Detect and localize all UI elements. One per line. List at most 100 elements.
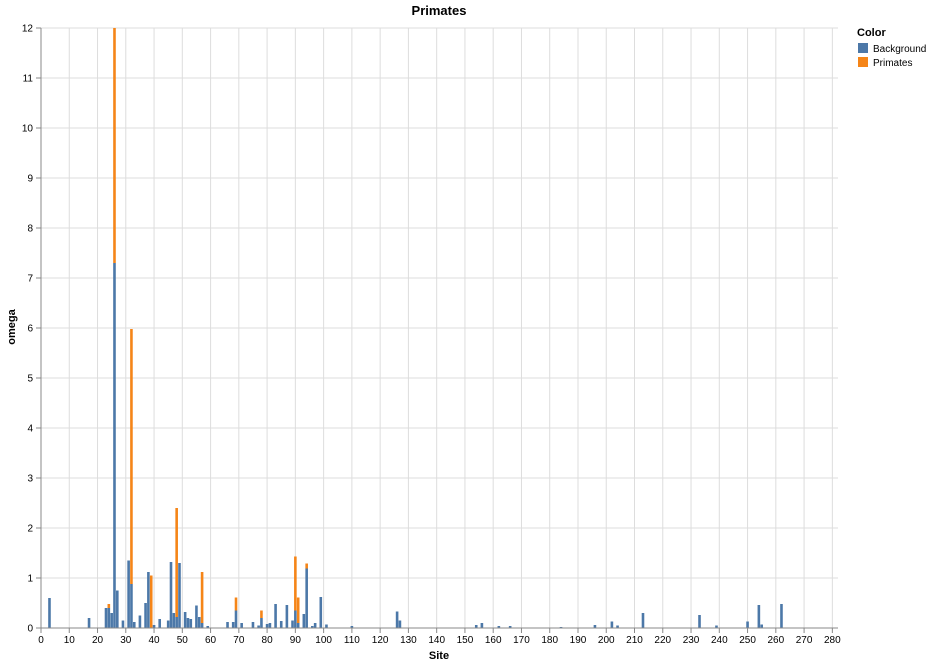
x-tick-label: 70	[233, 635, 245, 646]
bar-background	[48, 598, 51, 628]
bar-primates	[107, 604, 111, 608]
bar-background	[121, 620, 125, 628]
x-tick-label: 50	[177, 635, 189, 646]
x-tick-label: 100	[315, 635, 332, 646]
bar-background	[107, 608, 111, 628]
x-tick-label: 110	[344, 635, 360, 646]
x-tick-label: 140	[428, 635, 445, 646]
bar-background	[166, 620, 170, 628]
bar-background	[480, 623, 484, 628]
bar-background	[350, 626, 354, 628]
bar-background	[138, 615, 142, 628]
bar-background	[296, 623, 300, 628]
bar-background	[474, 625, 478, 628]
grid-lines	[40, 27, 838, 629]
bar-background	[268, 623, 272, 628]
x-tick-label: 90	[290, 635, 302, 646]
x-tick-label: 0	[38, 635, 44, 646]
bar-background	[616, 625, 619, 628]
legend-swatch-primates	[858, 57, 868, 67]
x-tick-label: 250	[739, 635, 756, 646]
bar-background	[497, 626, 501, 628]
y-axis-title: omega	[6, 308, 18, 344]
x-tick-label: 230	[683, 635, 700, 646]
bar-background	[152, 625, 156, 628]
bar-primates	[234, 597, 238, 611]
x-tick-label: 20	[92, 635, 104, 646]
bar-background	[746, 621, 749, 628]
x-axis-title: Site	[429, 650, 449, 662]
bar-background	[226, 622, 229, 628]
bar-background	[144, 603, 147, 628]
bar-background	[127, 560, 130, 628]
x-tick-label: 220	[654, 635, 671, 646]
legend-title: Color	[857, 27, 886, 39]
bar-background	[183, 612, 187, 628]
y-tick-label: 1	[27, 574, 33, 585]
x-tick-label: 30	[120, 635, 132, 646]
bar-primates	[113, 28, 116, 263]
bar-background	[313, 623, 317, 628]
bar-background	[251, 622, 255, 628]
y-tick-label: 12	[22, 24, 34, 35]
bar-background	[274, 604, 277, 628]
bar-background	[130, 584, 133, 628]
x-tick-label: 10	[64, 635, 76, 646]
bar-primates	[305, 563, 308, 569]
y-tick-label: 4	[27, 424, 33, 435]
bar-primates	[296, 597, 300, 623]
bar-background	[234, 610, 238, 628]
bar-background	[508, 626, 512, 628]
x-tick-label: 280	[824, 635, 841, 646]
y-tick-label: 9	[27, 174, 33, 185]
bar-background	[113, 263, 116, 628]
bar-background	[87, 618, 91, 628]
bar-background	[178, 563, 181, 628]
bar-background	[593, 625, 597, 628]
axes: 0 10 20 30 40 50 60 70 80 90 100 110 120 130 140 150 160…	[22, 24, 841, 647]
bar-background	[757, 605, 761, 628]
bar-background	[200, 623, 204, 628]
bar-primates	[294, 556, 297, 611]
bar-background	[189, 619, 193, 628]
y-tick-label: 8	[27, 224, 33, 235]
x-tick-label: 160	[485, 635, 502, 646]
legend-label-primates: Primates	[873, 58, 912, 69]
y-tick-label: 7	[27, 274, 33, 285]
bar-background	[172, 613, 176, 628]
bar-background	[104, 608, 108, 628]
y-tick-label: 5	[27, 374, 33, 385]
bar-background	[285, 605, 289, 628]
bar-background	[610, 621, 614, 628]
x-tick-label: 190	[570, 635, 587, 646]
bar-background	[325, 624, 328, 628]
y-tick-label: 10	[22, 124, 34, 135]
bar-background	[294, 610, 297, 628]
y-tick-label: 0	[27, 624, 33, 635]
bar-background	[395, 611, 399, 628]
bar-background	[240, 623, 243, 628]
bar-background	[265, 624, 269, 628]
x-tick-label: 260	[767, 635, 784, 646]
y-tick-label: 11	[23, 74, 34, 85]
bar-background	[169, 562, 173, 628]
bar-primates	[130, 329, 133, 584]
legend: Color Background Primates	[857, 27, 926, 69]
bar-background	[175, 617, 178, 628]
x-tick-label: 180	[541, 635, 558, 646]
bar-background	[147, 572, 150, 628]
x-tick-label: 150	[457, 635, 474, 646]
x-tick-label: 60	[205, 635, 217, 646]
bar-background	[132, 622, 136, 628]
y-tick-label: 3	[27, 474, 33, 485]
bar-background	[257, 625, 260, 628]
bar-background	[110, 613, 113, 628]
bar-background	[116, 590, 119, 628]
bar-background	[260, 618, 263, 628]
bar-background	[158, 619, 162, 628]
x-tick-label: 80	[262, 635, 274, 646]
x-tick-label: 200	[598, 635, 615, 646]
legend-swatch-background	[858, 43, 868, 53]
bar-background	[197, 617, 201, 628]
